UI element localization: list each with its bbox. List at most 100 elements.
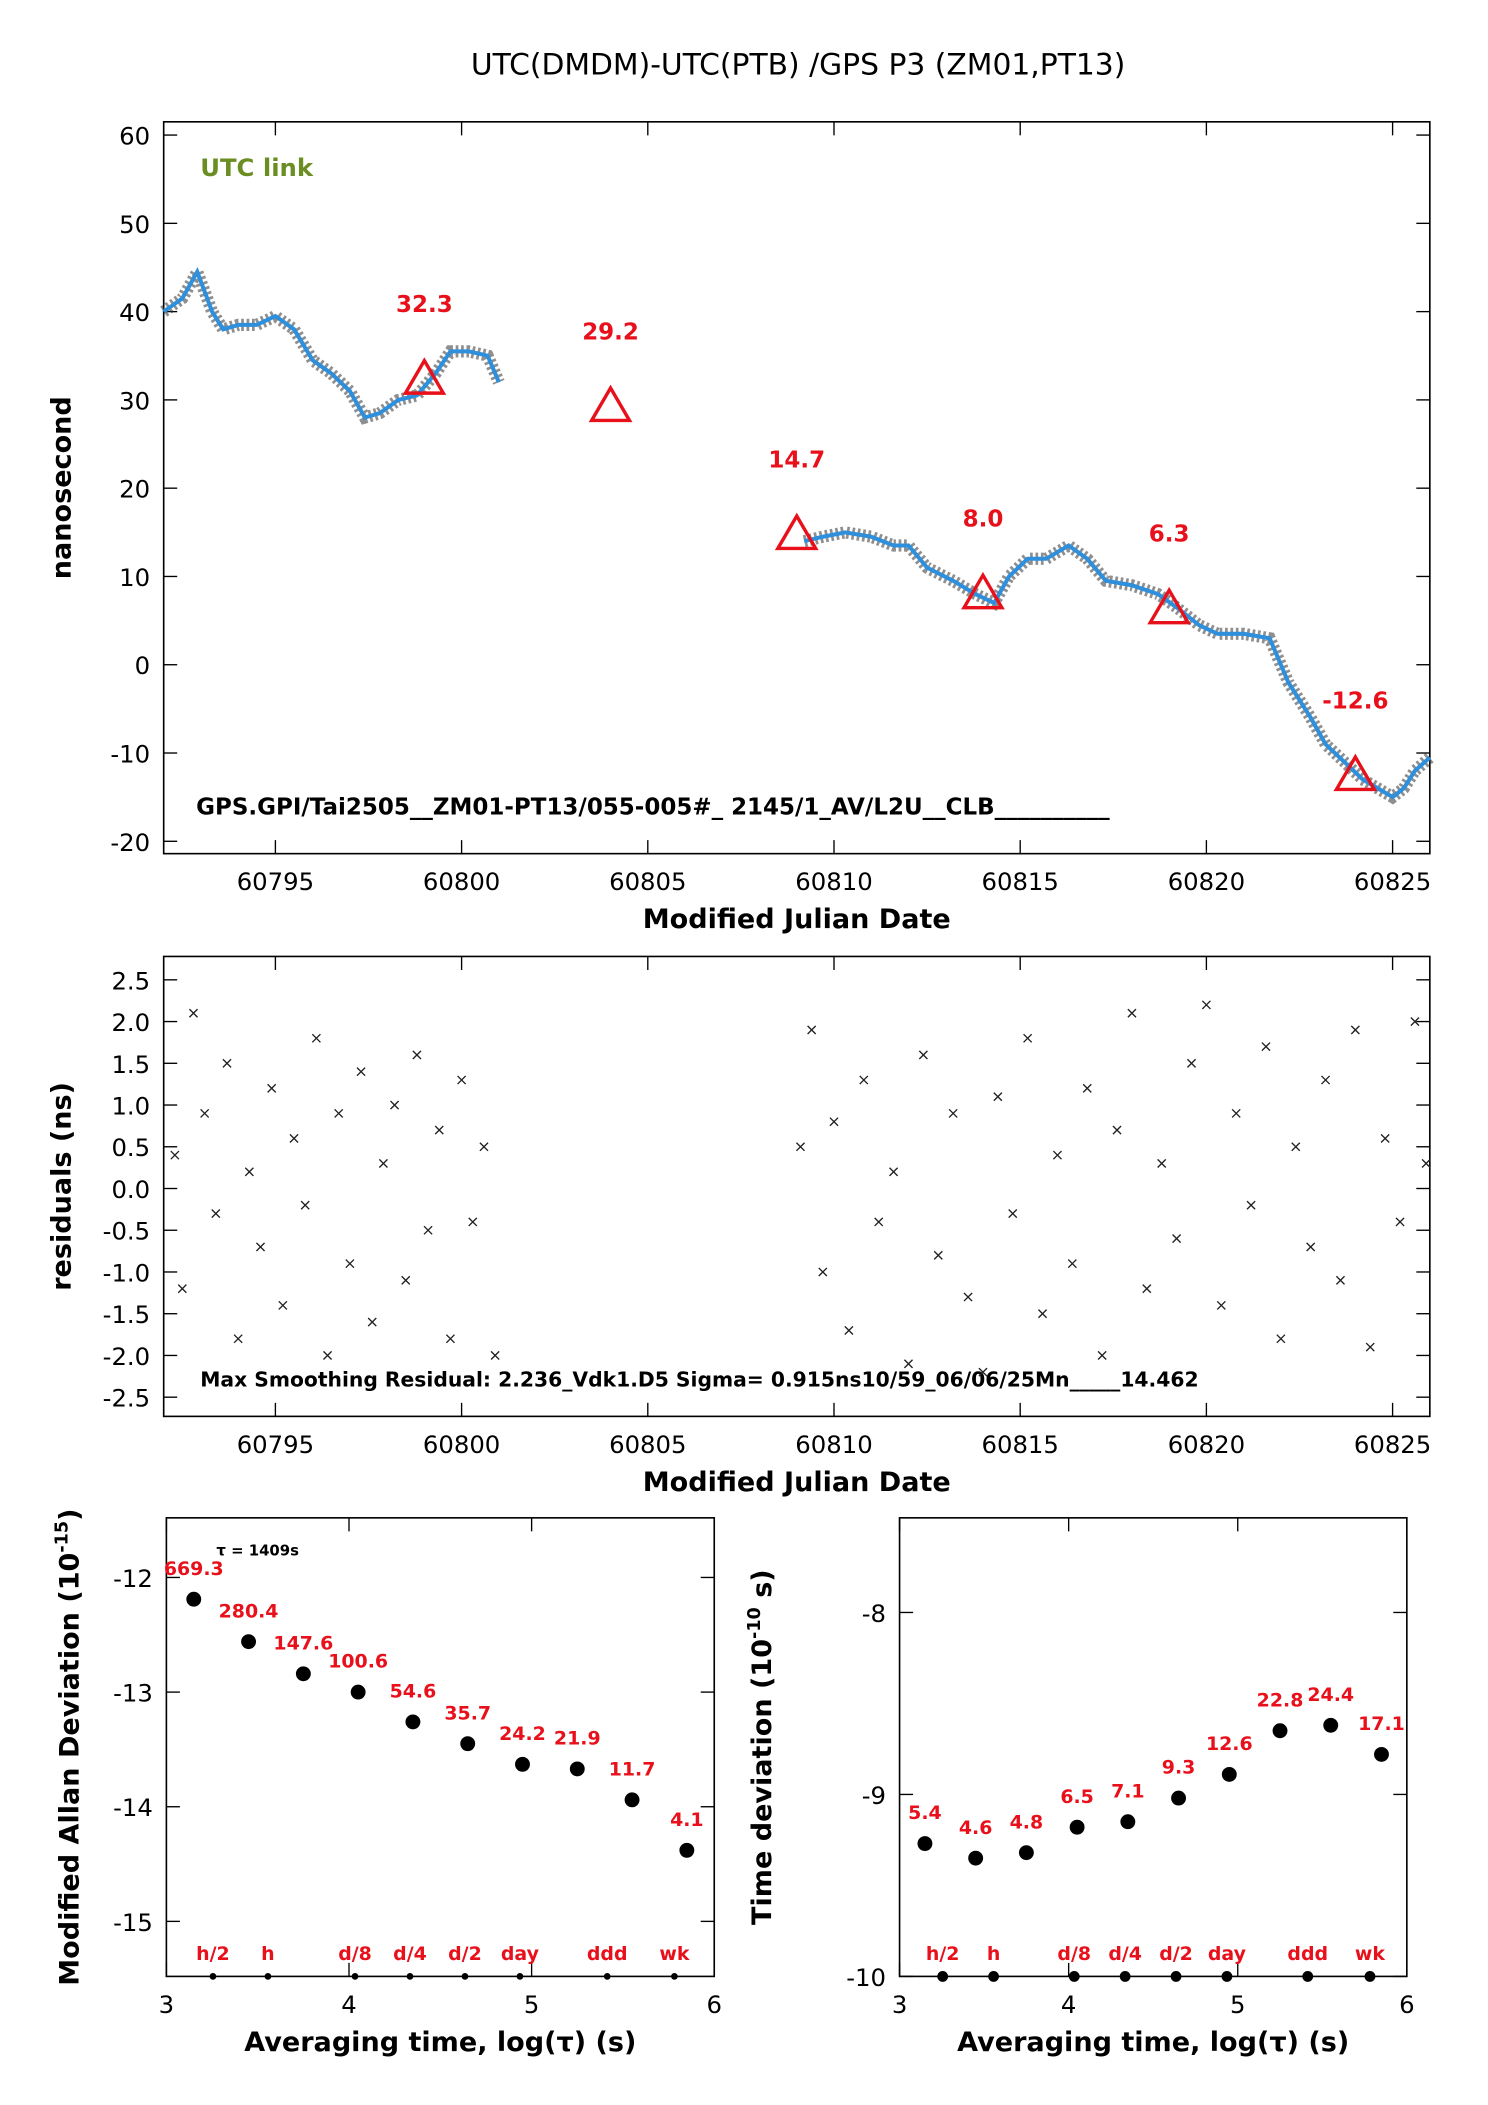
- period-label: d/4: [393, 1943, 427, 1965]
- y-tick-label: 2.5: [111, 966, 150, 995]
- residual-point: [1231, 1108, 1241, 1118]
- period-label: wk: [1355, 1943, 1385, 1965]
- period-label: d/2: [448, 1943, 482, 1965]
- y-tick-label: -10: [110, 739, 150, 768]
- data-label: 35.7: [444, 1702, 491, 1724]
- residual-point: [1023, 1033, 1033, 1043]
- residual-point: [479, 1142, 489, 1152]
- residual-point: [423, 1225, 433, 1235]
- deviation-point: [679, 1842, 695, 1858]
- residual-point: [795, 1142, 806, 1152]
- triangle-marker: [1333, 753, 1378, 792]
- triangle-marker: [1147, 586, 1192, 625]
- deviation-point: [1069, 1819, 1085, 1835]
- data-label: 147.6: [273, 1632, 333, 1654]
- x-tick-label: 60820: [1168, 867, 1245, 896]
- deviation-point: [1018, 1845, 1034, 1861]
- triangle-marker: [774, 512, 819, 551]
- deviation-point: [1221, 1766, 1237, 1782]
- period-label: ddd: [1287, 1943, 1328, 1965]
- data-label: 32.3: [396, 292, 453, 318]
- data-label: -12.6: [1322, 688, 1388, 714]
- data-label: 9.3: [1162, 1757, 1196, 1779]
- plot-frame: [162, 955, 1431, 1418]
- residual-point: [859, 1075, 869, 1085]
- deviation-point: [968, 1850, 984, 1866]
- chart-title: UTC(DMDM)-UTC(PTB) /GPS P3 (ZM01,PT13): [471, 47, 1125, 82]
- x-tick-label: 60825: [1354, 867, 1431, 896]
- period-marker: [937, 1971, 949, 1982]
- residual-point: [874, 1217, 884, 1227]
- residual-point: [844, 1325, 854, 1335]
- y-tick-label: 1.5: [111, 1050, 150, 1079]
- residual-point: [1395, 1217, 1405, 1227]
- residual-point: [401, 1275, 411, 1285]
- residual-point: [289, 1133, 299, 1143]
- x-tick-label: 5: [1230, 1990, 1245, 2019]
- y-tick-label: 60: [119, 122, 150, 151]
- period-label: d/8: [338, 1943, 372, 1965]
- residual-point: [1276, 1334, 1286, 1344]
- residual-point: [300, 1200, 310, 1210]
- x-axis-label: Averaging time, log(τ) (s): [244, 2027, 636, 2058]
- data-label: 669.3: [164, 1558, 224, 1580]
- x-tick-label: 60815: [981, 1430, 1058, 1459]
- period-marker: [264, 1973, 272, 1980]
- deviation-point: [295, 1666, 311, 1682]
- deviation-point: [624, 1792, 640, 1808]
- x-tick-label: 60800: [423, 867, 500, 896]
- triangle-marker: [402, 357, 447, 395]
- x-tick-label: 60800: [423, 1430, 500, 1459]
- data-label: 17.1: [1358, 1713, 1405, 1735]
- residual-point: [933, 1250, 943, 1260]
- data-label: 11.7: [609, 1759, 656, 1781]
- data-label: 6.5: [1060, 1786, 1094, 1808]
- period-marker: [988, 1971, 999, 1982]
- y-tick-label: -8: [862, 1599, 886, 1628]
- period-label: d/4: [1108, 1943, 1142, 1965]
- x-tick-label: 60795: [237, 867, 314, 896]
- y-tick-label: 50: [119, 210, 150, 239]
- x-tick-label: 4: [1061, 1990, 1076, 2019]
- period-label: h: [261, 1943, 274, 1965]
- residual-point: [1335, 1275, 1345, 1285]
- y-tick-label: -10: [846, 1963, 886, 1992]
- period-marker: [1119, 1971, 1131, 1982]
- residual-point: [356, 1067, 366, 1077]
- x-tick-label: 60810: [795, 867, 872, 896]
- deviation-point: [917, 1836, 933, 1852]
- residual-point: [1142, 1284, 1152, 1294]
- residual-point: [211, 1209, 221, 1219]
- data-label: 4.1: [670, 1809, 704, 1831]
- deviation-point: [186, 1591, 202, 1607]
- residual-point: [177, 1284, 187, 1294]
- period-marker: [351, 1973, 359, 1980]
- data-label: 24.4: [1307, 1684, 1354, 1706]
- residual-point: [1082, 1083, 1092, 1093]
- residual-point: [1186, 1058, 1197, 1068]
- data-label: 4.8: [1010, 1811, 1044, 1833]
- residual-point: [1291, 1142, 1301, 1152]
- deviation-point: [241, 1634, 257, 1650]
- x-tick-label: 6: [1399, 1990, 1414, 2019]
- y-tick-label: 2.0: [111, 1008, 150, 1037]
- residual-point: [1127, 1008, 1137, 1018]
- period-label: h/2: [926, 1943, 960, 1965]
- deviation-point: [1120, 1814, 1136, 1830]
- x-axis-label: Averaging time, log(τ) (s): [957, 2027, 1349, 2058]
- data-label: 8.0: [963, 506, 1004, 532]
- residual-point: [903, 1359, 914, 1369]
- smoothed-line: [162, 267, 1432, 800]
- deviation-point: [1374, 1746, 1389, 1762]
- residual-point: [1421, 1158, 1431, 1169]
- residual-point: [1157, 1158, 1167, 1169]
- y-tick-label: -15: [113, 1908, 153, 1937]
- data-label: 29.2: [582, 319, 639, 345]
- residual-point: [255, 1242, 266, 1252]
- data-label: 22.8: [1257, 1689, 1304, 1711]
- residual-point: [1201, 1000, 1211, 1010]
- x-tick-label: 60815: [981, 867, 1058, 896]
- y-axis-label-text: residuals (ns): [46, 1082, 77, 1291]
